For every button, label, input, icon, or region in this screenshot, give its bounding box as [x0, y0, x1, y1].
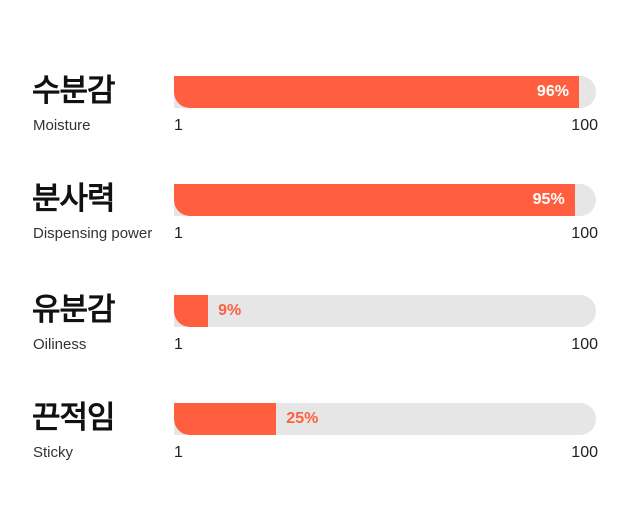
scale-min-label: 1	[174, 225, 183, 242]
attribute-label-en: Sticky	[33, 444, 74, 461]
bar-value-label: 96%	[536, 83, 569, 100]
scale-min-label: 1	[174, 117, 183, 134]
rating-row: 끈적임 Sticky 25% 1 100	[0, 400, 636, 480]
attribute-title-ko: 분사력	[32, 181, 116, 217]
scale-max-label: 100	[571, 117, 598, 134]
bar-fill	[174, 295, 209, 327]
bar-track: 25%	[174, 403, 596, 435]
bar-track: 95%	[174, 184, 596, 216]
scale-max-label: 100	[571, 225, 598, 242]
bar-fill	[174, 76, 579, 108]
bar-value-label: 9%	[218, 302, 242, 319]
bar-track: 96%	[174, 76, 596, 108]
rating-row: 수분감 Moisture 96% 1 100	[0, 73, 636, 153]
scale-max-label: 100	[571, 336, 598, 353]
bar-fill	[174, 184, 575, 216]
attribute-label-en: Moisture	[33, 117, 91, 134]
attribute-label-en: Dispensing power	[33, 225, 153, 242]
bar-value-label: 95%	[532, 191, 565, 208]
bar-track: 9%	[174, 295, 596, 327]
attribute-title-ko: 수분감	[32, 73, 116, 109]
attribute-label-en: Oiliness	[33, 336, 87, 353]
attribute-title-ko: 유분감	[32, 292, 116, 328]
scale-min-label: 1	[174, 336, 183, 353]
rating-row: 분사력 Dispensing power 95% 1 100	[0, 181, 636, 261]
scale-max-label: 100	[571, 444, 598, 461]
rating-row: 유분감 Oiliness 9% 1 100	[0, 292, 636, 372]
bar-value-label: 25%	[286, 410, 319, 427]
bar-fill	[174, 403, 277, 435]
attribute-title-ko: 끈적임	[32, 400, 116, 436]
scale-min-label: 1	[174, 444, 183, 461]
